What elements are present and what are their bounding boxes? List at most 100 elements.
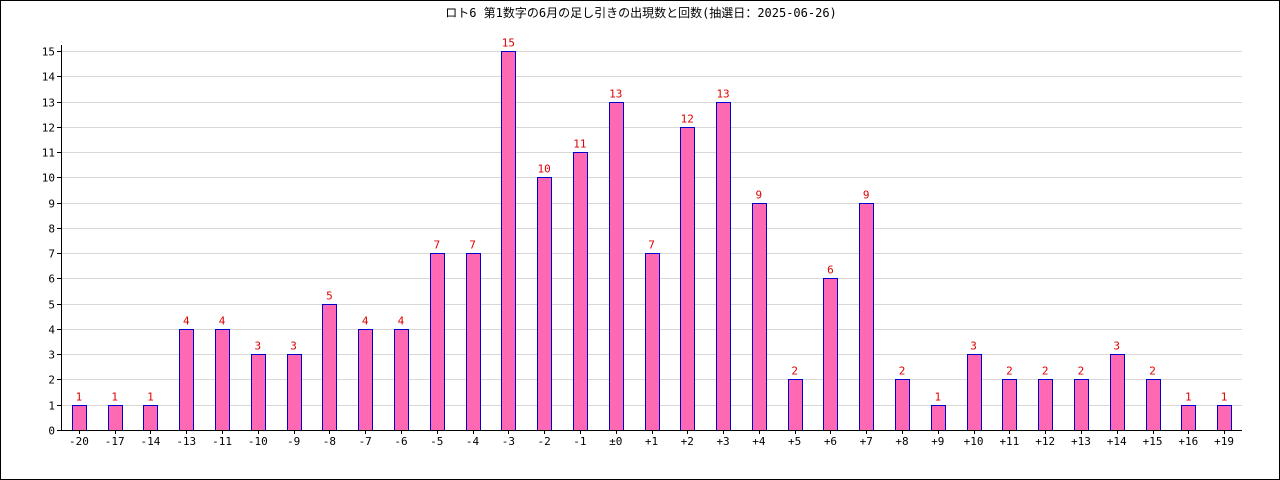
data-label: 12 — [681, 113, 694, 126]
bar--8 — [322, 304, 337, 431]
data-label: 4 — [362, 315, 369, 328]
data-label: 10 — [538, 163, 551, 176]
data-label: 1 — [147, 391, 154, 404]
bar--14 — [143, 405, 158, 431]
data-label: 2 — [1149, 365, 1156, 378]
y-tick-label: 4 — [48, 324, 55, 337]
data-label: 2 — [791, 365, 798, 378]
x-tick-label: +2 — [681, 435, 694, 448]
x-tick-label: +5 — [788, 435, 801, 448]
bar--11 — [215, 329, 230, 431]
x-tick-label: -8 — [323, 435, 336, 448]
x-tick-label: -13 — [176, 435, 196, 448]
data-label: 7 — [648, 239, 655, 252]
data-label: 2 — [1006, 365, 1013, 378]
bar-+4 — [752, 203, 767, 431]
data-label: 1 — [934, 391, 941, 404]
data-label: 13 — [609, 88, 622, 101]
data-label: 9 — [863, 189, 870, 202]
x-tick-label: +16 — [1178, 435, 1198, 448]
x-tick-label: +13 — [1071, 435, 1091, 448]
bar-+19 — [1217, 405, 1232, 431]
x-tick-label: +12 — [1035, 435, 1055, 448]
bar-+12 — [1038, 379, 1053, 431]
y-tick-label: 15 — [42, 46, 55, 59]
x-tick-label: -9 — [287, 435, 300, 448]
x-tick-label: -6 — [394, 435, 407, 448]
data-label: 7 — [433, 239, 440, 252]
y-tick-label: 9 — [48, 198, 55, 211]
data-label: 3 — [1113, 340, 1120, 353]
data-label: 4 — [398, 315, 405, 328]
data-label: 1 — [1185, 391, 1192, 404]
x-tick-label: -3 — [502, 435, 515, 448]
bar-+8 — [895, 379, 910, 431]
x-tick-label: +6 — [824, 435, 837, 448]
y-tick-label: 11 — [42, 147, 55, 160]
x-tick-label: -7 — [359, 435, 372, 448]
data-label: 2 — [1042, 365, 1049, 378]
x-tick-label: -4 — [466, 435, 480, 448]
bar-+2 — [680, 127, 695, 431]
x-tick-label: -20 — [69, 435, 89, 448]
x-tick-label: -1 — [573, 435, 586, 448]
bar--20 — [72, 405, 87, 431]
bar--6 — [394, 329, 409, 431]
data-label: 2 — [1078, 365, 1085, 378]
y-tick-label: 14 — [42, 71, 56, 84]
bar--2 — [537, 177, 552, 431]
x-tick-label: -14 — [141, 435, 161, 448]
x-tick-label: +10 — [964, 435, 984, 448]
bar-+6 — [823, 278, 838, 431]
bar--13 — [179, 329, 194, 431]
x-tick-label: +14 — [1107, 435, 1127, 448]
y-tick-label: 3 — [48, 349, 55, 362]
y-tick-label: 13 — [42, 97, 55, 110]
x-tick-label: +8 — [895, 435, 908, 448]
y-tick-label: 0 — [48, 425, 55, 438]
data-label: 4 — [183, 315, 190, 328]
data-label: 15 — [502, 37, 515, 50]
data-label: 11 — [573, 138, 586, 151]
x-tick-label: +7 — [860, 435, 873, 448]
data-label: 3 — [255, 340, 262, 353]
x-tick-label: +15 — [1143, 435, 1163, 448]
y-tick-label: 5 — [48, 299, 55, 312]
data-label: 7 — [469, 239, 476, 252]
x-tick-label: +4 — [752, 435, 766, 448]
bar-±0 — [609, 102, 624, 431]
data-label: 1 — [76, 391, 83, 404]
bar--10 — [251, 354, 266, 431]
x-tick-label: -11 — [212, 435, 232, 448]
bar--1 — [573, 152, 588, 431]
x-tick-label: -2 — [538, 435, 551, 448]
bar--9 — [287, 354, 302, 431]
data-label: 13 — [716, 88, 729, 101]
bar-+10 — [967, 354, 982, 431]
x-tick-label: +19 — [1214, 435, 1234, 448]
bar-+14 — [1110, 354, 1125, 431]
bar--5 — [430, 253, 445, 431]
bar-+9 — [931, 405, 946, 431]
data-label: 1 — [1221, 391, 1228, 404]
y-tick-label: 6 — [48, 273, 55, 286]
data-label: 2 — [899, 365, 906, 378]
x-tick-label: -17 — [105, 435, 125, 448]
x-tick-label: +3 — [716, 435, 729, 448]
bar--4 — [466, 253, 481, 431]
data-label: 3 — [970, 340, 977, 353]
data-label: 9 — [756, 189, 763, 202]
bar--17 — [108, 405, 123, 431]
y-tick-label: 7 — [48, 248, 55, 261]
bar-+15 — [1146, 379, 1161, 431]
data-label: 1 — [111, 391, 118, 404]
y-tick-label: 8 — [48, 223, 55, 236]
y-tick-label: 1 — [48, 400, 55, 413]
x-tick-label: +1 — [645, 435, 658, 448]
x-tick-label: -10 — [248, 435, 268, 448]
bars — [72, 51, 1232, 431]
